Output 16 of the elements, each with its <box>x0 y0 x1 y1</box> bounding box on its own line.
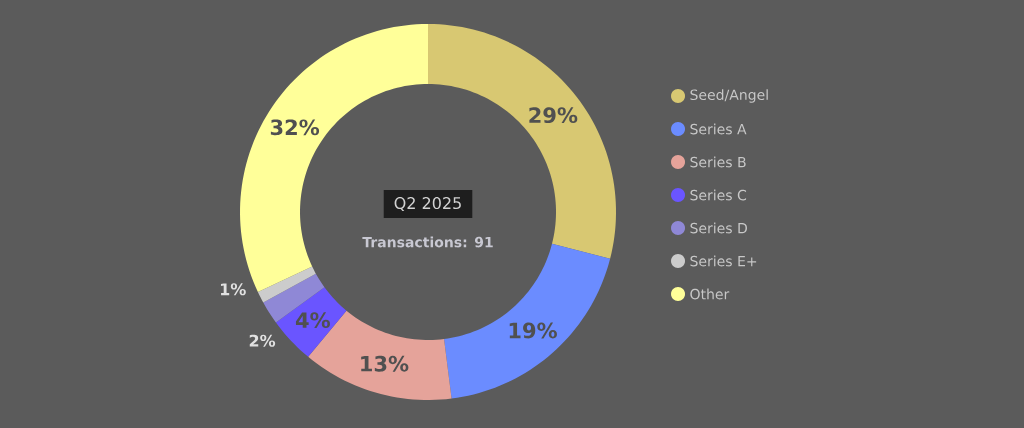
legend-label: Other <box>690 288 730 300</box>
data-label: 19% <box>509 322 557 339</box>
text: Q2 2025 <box>394 197 461 211</box>
data-label: 2% <box>249 334 276 347</box>
data-label: 29% <box>529 107 578 124</box>
legend-label: Series C <box>690 189 747 201</box>
legend-label: Series D <box>690 222 747 234</box>
legend-label: Seed/Angel <box>690 89 768 103</box>
data-label: 1% <box>220 283 246 296</box>
data-label: 4% <box>295 312 330 329</box>
text: Transactions: 91 <box>362 236 493 248</box>
data-label: 32% <box>270 119 320 136</box>
legend-label: Series A <box>690 123 747 135</box>
data-label: 13% <box>361 355 409 372</box>
legend-label: Series B <box>690 156 746 168</box>
legend-label: Series E+ <box>690 255 757 267</box>
